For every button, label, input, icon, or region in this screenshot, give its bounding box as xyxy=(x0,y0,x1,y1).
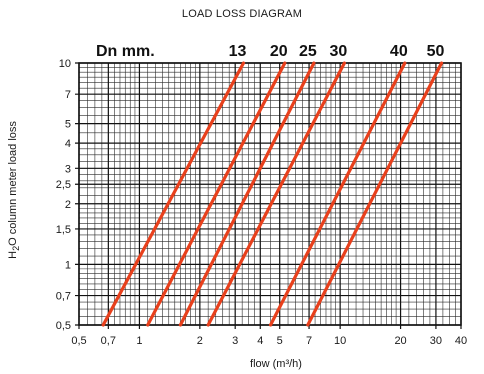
x-tick-label: 0,7 xyxy=(101,335,116,347)
grid-major xyxy=(75,62,462,329)
series-label-dn-30: 30 xyxy=(330,43,348,60)
x-tick-label: 4 xyxy=(257,335,263,347)
x-axis-label: flow (m³/h) xyxy=(250,358,302,370)
x-tick-label: 3 xyxy=(232,335,238,347)
y-tick-label: 2 xyxy=(65,199,71,211)
y-axis-label-pre: H xyxy=(6,250,19,259)
y-tick-label: 0,5 xyxy=(56,320,71,332)
series-line-dn-20 xyxy=(146,61,287,327)
series-label-dn-20: 20 xyxy=(270,43,288,60)
x-tick-label: 7 xyxy=(306,335,312,347)
tick-labels: 0,5 0,7 1 2 3 4 5 7 10 20 30 40 0,5 0,7 1 1,5 2 2,5 3 4 5 7 10 xyxy=(56,58,467,347)
x-tick-label: 20 xyxy=(394,335,406,347)
series-label-dn-25: 25 xyxy=(299,43,317,60)
chart-title: LOAD LOSS DIAGRAM xyxy=(181,8,303,20)
diameter-header: Dn mm. 13 20 25 30 40 50 xyxy=(96,43,445,60)
x-tick-label: 0,5 xyxy=(71,335,86,347)
series-line-dn-50 xyxy=(306,61,444,327)
y-tick-label: 5 xyxy=(65,119,71,131)
series-line-dn-40 xyxy=(268,61,407,327)
x-tick-label: 2 xyxy=(197,335,203,347)
x-tick-label: 30 xyxy=(430,335,442,347)
series-line-dn-25 xyxy=(178,61,316,327)
y-axis-label-sub: 2 xyxy=(11,245,22,251)
x-tick-label: 1 xyxy=(136,335,142,347)
y-tick-label: 0,7 xyxy=(56,291,71,303)
plot-border xyxy=(78,62,462,326)
series-label-dn-13: 13 xyxy=(229,43,247,60)
y-tick-label: 4 xyxy=(65,138,71,150)
header-dn-label: Dn mm. xyxy=(96,43,155,60)
y-tick-label: 1,5 xyxy=(56,224,71,236)
y-axis-label-post: O column meter load loss xyxy=(6,121,19,246)
series-lines xyxy=(101,61,444,327)
x-tick-label: 10 xyxy=(334,335,346,347)
y-tick-label: 3 xyxy=(65,163,71,175)
y-tick-label: 2,5 xyxy=(56,179,71,191)
y-tick-label: 7 xyxy=(65,89,71,101)
x-tick-label: 40 xyxy=(455,335,467,347)
series-label-dn-50: 50 xyxy=(427,43,445,60)
series-line-dn-13 xyxy=(101,61,246,327)
series-label-dn-40: 40 xyxy=(390,43,408,60)
grid-minor xyxy=(78,62,462,326)
y-tick-label: 1 xyxy=(65,259,71,271)
series-line-dn-30 xyxy=(206,61,347,327)
x-tick-label: 5 xyxy=(277,335,283,347)
y-axis-label: H2O column meter load loss xyxy=(7,121,21,259)
y-tick-label: 10 xyxy=(59,58,71,70)
